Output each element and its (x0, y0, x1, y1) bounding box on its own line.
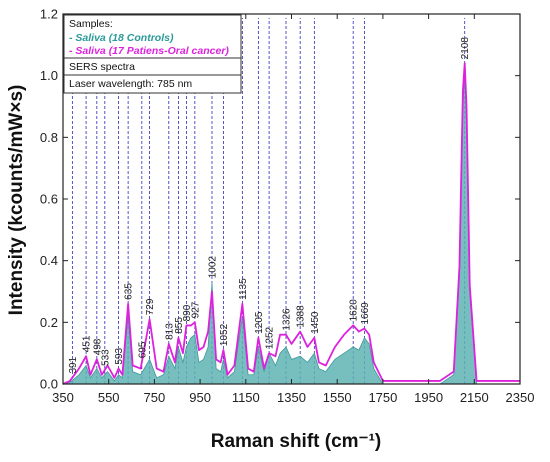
x-axis-title: Raman shift (cm⁻¹) (211, 431, 382, 452)
series-controls-area (62, 75, 520, 385)
x-tick-label-2150: 2150 (460, 390, 489, 405)
peak-label-813: 813 (164, 323, 175, 340)
y-tick-label-1.0: 1.0 (40, 68, 58, 83)
peak-label-1326: 1326 (282, 308, 293, 331)
x-tick-label-950: 950 (189, 390, 211, 405)
peak-label-729: 729 (145, 298, 156, 315)
peak-label-1002: 1002 (207, 256, 218, 279)
x-tick-label-1750: 1750 (368, 390, 397, 405)
axes-layer: 350 550 750 950 1150 1350 1550 1750 1950 2150 2350… (40, 7, 535, 406)
legend-title: Samples: (69, 18, 113, 30)
peak-label-533: 533 (100, 349, 111, 366)
peak-label-927: 927 (190, 301, 201, 318)
peak-label-1669: 1669 (360, 302, 371, 325)
x-tick-label-1350: 1350 (277, 390, 306, 405)
peak-label-1135: 1135 (238, 278, 249, 300)
peak-label-695: 695 (137, 341, 148, 358)
legend-patients-label: - Saliva (17 Patiens-Oral cancer) (69, 45, 229, 57)
series-patients-line (62, 62, 520, 385)
peak-label-635: 635 (124, 283, 135, 300)
peak-label-2108: 2108 (460, 37, 471, 60)
y-axis-title: Intensity (kcounts/mW×s) (6, 85, 27, 316)
x-tick-label-1950: 1950 (414, 390, 443, 405)
y-tick-label-0.6: 0.6 (40, 192, 58, 207)
peak-label-890: 890 (182, 304, 193, 321)
x-tick-label-550: 550 (98, 390, 120, 405)
y-tick-label-0.2: 0.2 (40, 315, 58, 330)
peak-label-1620: 1620 (349, 299, 360, 322)
y-tick-label-1.2: 1.2 (40, 7, 58, 22)
y-tick-label-0.4: 0.4 (40, 253, 58, 268)
peak-label-1052: 1052 (219, 323, 230, 346)
legend-note-laser: Laser wavelength: 785 nm (69, 78, 192, 90)
peak-label-1205: 1205 (254, 311, 265, 334)
peak-label-1252: 1252 (265, 326, 276, 349)
peak-label-1388: 1388 (296, 305, 307, 328)
peak-label-391: 391 (68, 356, 79, 373)
x-tick-label-2350: 2350 (506, 390, 535, 405)
x-tick-label-1550: 1550 (323, 390, 352, 405)
legend-controls-label: - Saliva (18 Controls) (69, 32, 174, 44)
x-tick-label-750: 750 (144, 390, 166, 405)
peak-label-1450: 1450 (310, 311, 321, 334)
x-tick-label-1150: 1150 (232, 390, 260, 405)
peak-label-498: 498 (92, 338, 103, 355)
peak-label-855: 855 (174, 317, 185, 334)
y-tick-label-0.0: 0.0 (40, 377, 58, 392)
x-tick-label-350: 350 (52, 390, 74, 405)
legend: Samples: - Saliva (18 Controls) - Saliva… (63, 14, 242, 94)
series-layer (62, 62, 520, 385)
y-tick-label-0.8: 0.8 (40, 130, 58, 145)
peak-label-451: 451 (82, 335, 93, 352)
legend-frame (63, 14, 242, 94)
legend-note-sers: SERS spectra (69, 61, 135, 73)
peak-label-593: 593 (114, 347, 125, 364)
